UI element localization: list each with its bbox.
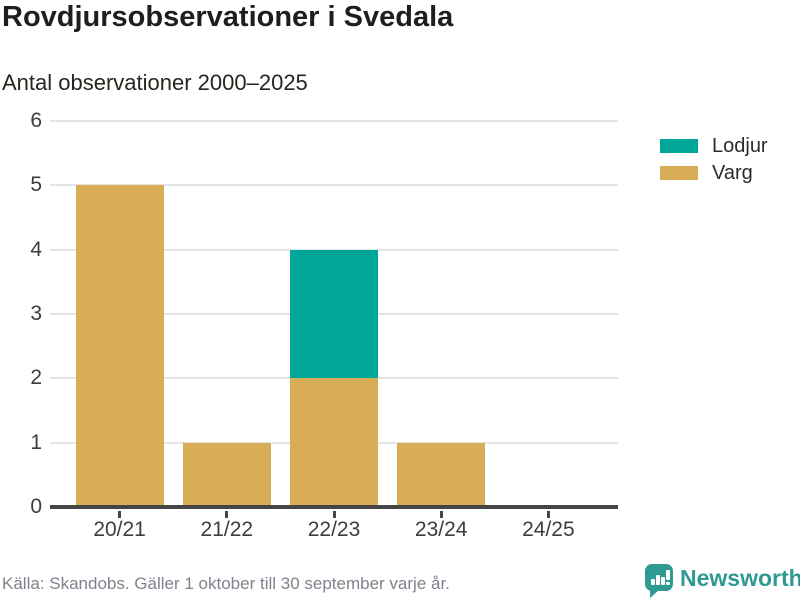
x-axis-tick <box>225 511 229 518</box>
legend-label: Lodjur <box>712 134 768 157</box>
legend-label: Varg <box>712 161 753 184</box>
x-axis-tick-label: 23/24 <box>414 518 468 541</box>
logo-bar-glyph <box>651 579 655 585</box>
legend-swatch-varg <box>660 166 698 180</box>
x-axis-tick-label: 22/23 <box>307 518 361 541</box>
y-axis-tick-label: 0 <box>30 495 42 518</box>
y-axis-tick-label: 1 <box>30 430 42 454</box>
bar-chart-speech-bubble-icon <box>645 564 673 598</box>
speech-bubble-tail <box>650 590 659 598</box>
chart-subtitle: Antal observationer 2000–2025 <box>2 70 308 95</box>
bar-segment-lodjur-22-23 <box>290 249 378 379</box>
x-axis-tick <box>118 511 122 518</box>
x-axis-tick <box>332 511 336 518</box>
legend: Lodjur Varg <box>660 134 768 184</box>
logo-exclamation-dot-glyph <box>666 581 670 585</box>
x-axis-tick-label: 20/21 <box>93 518 146 541</box>
gridline <box>50 120 618 122</box>
plot-area <box>50 120 618 518</box>
x-axis-tick-label: 21/22 <box>200 518 254 541</box>
y-axis-tick-label: 4 <box>30 237 42 261</box>
bar-segment-varg-20-21 <box>75 185 164 507</box>
y-axis-tick-label: 2 <box>30 366 42 390</box>
logo-bar-glyph <box>656 575 660 585</box>
chart-title: Rovdjursobservationer i Svedala <box>2 1 454 33</box>
gridline <box>50 184 618 187</box>
logo-bar-glyph <box>661 577 665 585</box>
legend-item-lodjur: Lodjur <box>660 134 768 157</box>
legend-item-varg: Varg <box>660 161 768 184</box>
x-axis-line <box>50 505 618 509</box>
y-axis-tick-label: 3 <box>30 302 42 325</box>
bar-segment-varg-21-22 <box>182 442 271 507</box>
x-axis-tick <box>546 511 550 518</box>
brand-name: Newsworthy <box>680 565 800 591</box>
source-note: Källa: Skandobs. Gäller 1 oktober till 3… <box>2 574 450 593</box>
y-axis-tick-label: 6 <box>30 109 42 132</box>
logo-exclamation-glyph <box>666 570 670 580</box>
newsworthy-logo[interactable]: Newsworthy <box>645 564 800 598</box>
bar-segment-varg-23-24 <box>397 442 486 507</box>
legend-swatch-lodjur <box>660 139 698 153</box>
x-axis-tick <box>439 511 443 518</box>
x-axis-tick-label: 24/25 <box>522 518 575 541</box>
y-axis-tick-label: 5 <box>30 173 42 197</box>
bar-segment-varg-22-23 <box>290 378 378 507</box>
